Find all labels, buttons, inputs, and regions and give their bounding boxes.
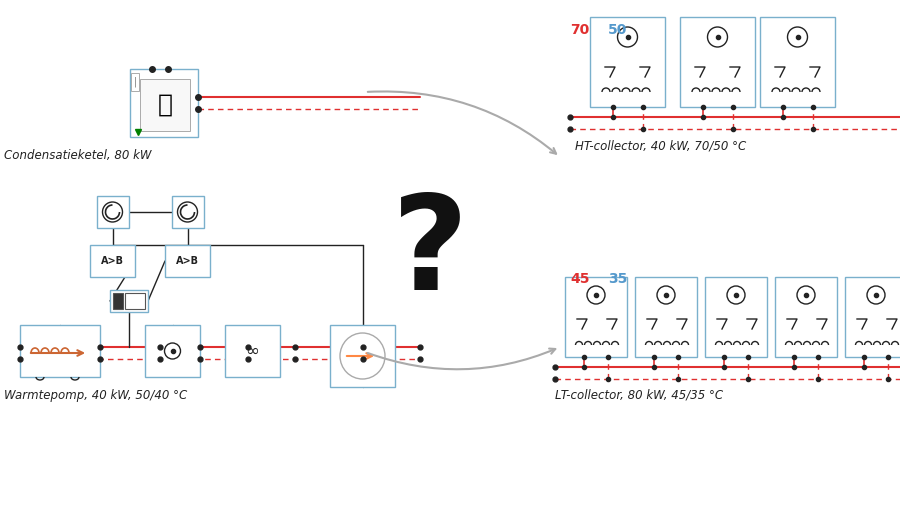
Text: 🔥: 🔥 (158, 93, 173, 117)
Circle shape (727, 286, 745, 304)
FancyBboxPatch shape (90, 245, 135, 277)
Ellipse shape (340, 333, 385, 379)
Text: |: | (133, 77, 137, 87)
FancyBboxPatch shape (635, 277, 697, 357)
FancyBboxPatch shape (113, 293, 123, 309)
FancyBboxPatch shape (845, 277, 900, 357)
FancyBboxPatch shape (330, 325, 395, 387)
FancyBboxPatch shape (20, 325, 100, 377)
Text: ?: ? (392, 191, 468, 317)
Circle shape (177, 202, 197, 222)
Circle shape (657, 286, 675, 304)
FancyBboxPatch shape (775, 277, 837, 357)
FancyBboxPatch shape (140, 79, 190, 131)
Text: 45: 45 (571, 272, 590, 286)
FancyBboxPatch shape (565, 277, 627, 357)
Circle shape (788, 27, 807, 47)
Text: 50: 50 (608, 23, 627, 37)
Text: A>B: A>B (101, 256, 124, 266)
Circle shape (617, 27, 637, 47)
Text: 70: 70 (571, 23, 590, 37)
FancyBboxPatch shape (130, 69, 198, 137)
FancyBboxPatch shape (145, 325, 200, 377)
Text: 35: 35 (608, 272, 627, 286)
FancyBboxPatch shape (131, 73, 139, 91)
Text: A>B: A>B (176, 256, 199, 266)
Text: LT-collector, 80 kW, 45/35 °C: LT-collector, 80 kW, 45/35 °C (555, 389, 723, 402)
Circle shape (587, 286, 605, 304)
FancyBboxPatch shape (96, 196, 129, 228)
FancyBboxPatch shape (172, 196, 203, 228)
FancyBboxPatch shape (705, 277, 767, 357)
Text: ∞: ∞ (246, 342, 259, 360)
Circle shape (797, 286, 815, 304)
FancyBboxPatch shape (225, 325, 280, 377)
FancyBboxPatch shape (680, 17, 755, 107)
Circle shape (707, 27, 727, 47)
FancyBboxPatch shape (590, 17, 665, 107)
FancyBboxPatch shape (165, 245, 210, 277)
FancyBboxPatch shape (760, 17, 835, 107)
Text: Warmtepomp, 40 kW, 50/40 °C: Warmtepomp, 40 kW, 50/40 °C (4, 389, 187, 402)
FancyBboxPatch shape (110, 290, 148, 312)
Circle shape (103, 202, 122, 222)
Text: HT-collector, 40 kW, 70/50 °C: HT-collector, 40 kW, 70/50 °C (575, 139, 746, 152)
Text: Condensatieketel, 80 kW: Condensatieketel, 80 kW (4, 149, 151, 162)
FancyBboxPatch shape (125, 293, 145, 309)
Circle shape (867, 286, 885, 304)
Circle shape (165, 343, 181, 359)
